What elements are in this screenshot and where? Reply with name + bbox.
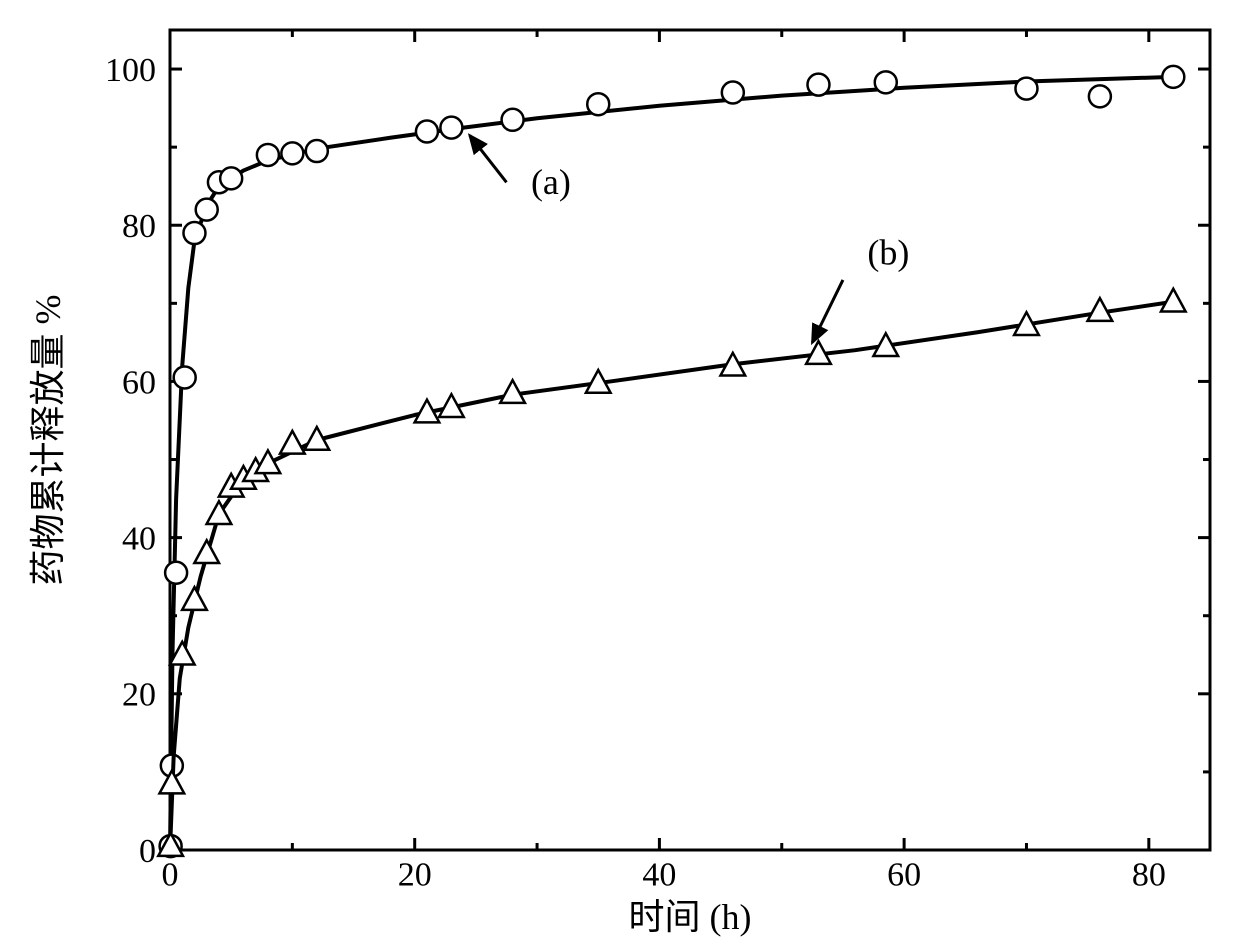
svg-text:60: 60 xyxy=(122,364,156,401)
svg-text:0: 0 xyxy=(162,857,179,894)
svg-text:(a): (a) xyxy=(531,162,571,202)
svg-text:20: 20 xyxy=(398,857,432,894)
svg-text:80: 80 xyxy=(1132,857,1166,894)
svg-text:(b): (b) xyxy=(867,232,909,272)
svg-text:时间 (h): 时间 (h) xyxy=(629,897,752,937)
svg-text:100: 100 xyxy=(105,52,156,89)
svg-text:40: 40 xyxy=(122,521,156,558)
svg-text:0: 0 xyxy=(139,833,156,870)
svg-text:药物累计释放量 %: 药物累计释放量 % xyxy=(28,295,68,586)
svg-text:40: 40 xyxy=(642,857,676,894)
svg-text:80: 80 xyxy=(122,208,156,245)
chart-svg: 0 20 40 60 80 0 20 40 60 80 100 时间 (h) 药物累计释放量 % (a) (… xyxy=(0,0,1240,950)
svg-text:60: 60 xyxy=(887,857,921,894)
drug-release-chart: 0 20 40 60 80 0 20 40 60 80 100 时间 (h) 药物累计释放量 % (a) (… xyxy=(0,0,1240,950)
svg-text:20: 20 xyxy=(122,677,156,714)
